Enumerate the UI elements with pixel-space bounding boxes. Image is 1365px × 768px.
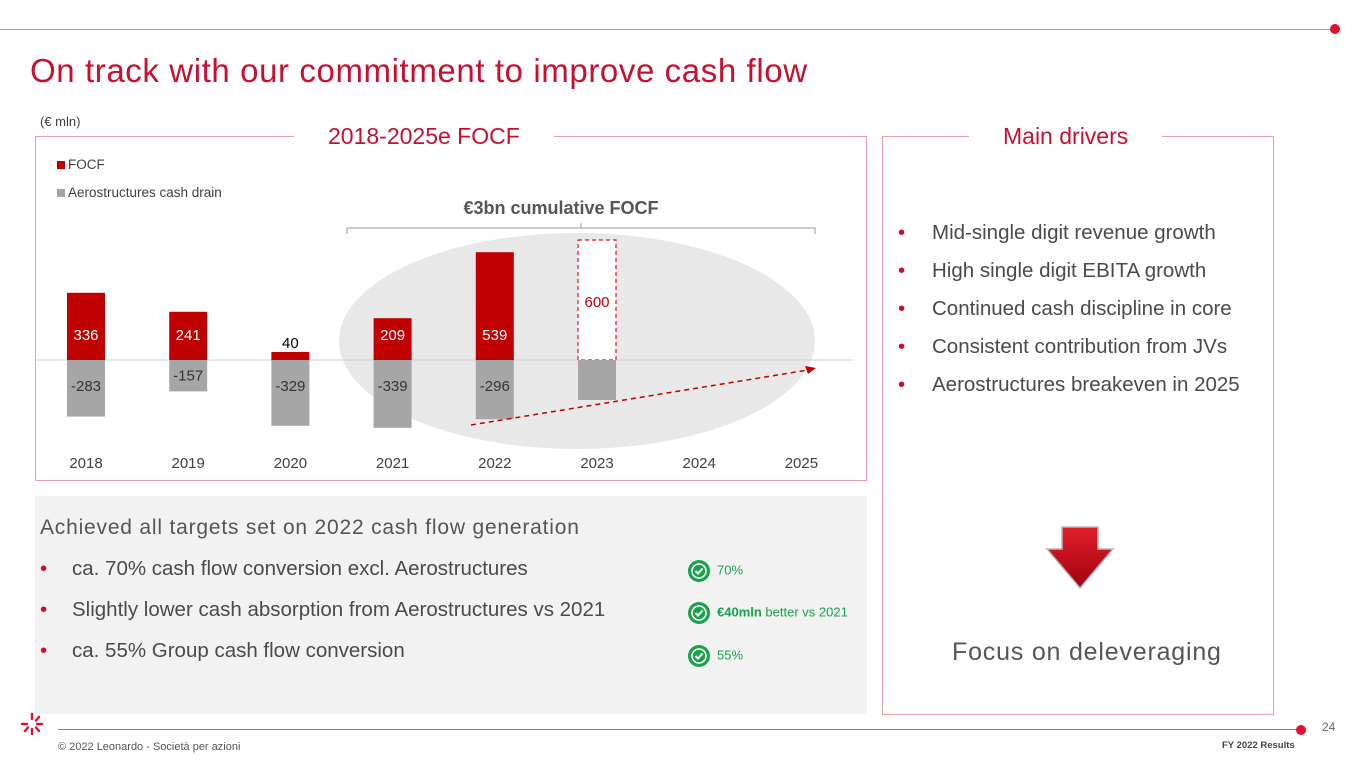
cumulative-bracket: [346, 223, 816, 234]
bar-aerostructures: [271, 360, 310, 426]
target-item: ca. 55% Group cash flow conversion: [40, 639, 605, 680]
page-number: 24: [1322, 720, 1336, 734]
footer-divider: [58, 729, 1300, 730]
down-arrow-icon: [1045, 526, 1115, 590]
badge-bold: €40mln: [717, 604, 762, 620]
target-item: Slightly lower cash absorption from Aero…: [40, 598, 605, 639]
conclusion-text: Focus on deleveraging: [952, 638, 1222, 666]
target-badge: €40mln better vs 2021: [687, 601, 848, 625]
x-tick-label: 2018: [69, 455, 102, 472]
data-label-aerostructures: -296: [480, 378, 510, 395]
x-tick-label: 2025: [785, 455, 818, 472]
data-label-aerostructures: -329: [275, 378, 305, 395]
bar-aerostructures: [578, 360, 616, 400]
bar-aerostructures: [373, 360, 412, 428]
x-tick-label: 2023: [580, 455, 613, 472]
page-title: On track with our commitment to improve …: [30, 52, 808, 89]
trend-arrow-head: [805, 366, 816, 374]
bar-focf: [169, 311, 208, 360]
driver-item: High single digit EBITA growth: [898, 258, 1263, 284]
data-label-focf: 209: [380, 327, 405, 344]
target-badge: 55%: [687, 644, 743, 668]
cumulative-annotation: €3bn cumulative FOCF: [463, 198, 658, 218]
bar-focf: [271, 352, 310, 360]
check-badge-icon: [688, 560, 710, 582]
data-label-focf: 241: [176, 327, 201, 344]
data-label-focf: 40: [282, 335, 299, 352]
driver-item: Aerostructures breakeven in 2025: [898, 372, 1263, 398]
targets-list: ca. 70% cash flow conversion excl. Aeros…: [40, 557, 605, 680]
check-badge-icon: [688, 645, 710, 667]
drivers-title: Main drivers: [969, 123, 1163, 150]
badge-text: 70%: [717, 562, 744, 578]
footer-label: FY 2022 Results: [1222, 740, 1295, 751]
x-tick-label: 2022: [478, 455, 511, 472]
badge-text: better vs 2021: [761, 604, 848, 620]
chart-legend: FOCF Aerostructures cash drain: [57, 157, 222, 200]
data-label-focf: 336: [73, 327, 98, 344]
x-tick-label: 2019: [172, 455, 205, 472]
legend-label: Aerostructures cash drain: [68, 185, 222, 200]
footer-dot: [1296, 725, 1306, 735]
data-label-focf: 600: [584, 294, 609, 311]
legend-swatch: [57, 189, 65, 197]
x-axis-ticks: 2018 2019 2020 2021 2022 2023 2024 2025: [69, 455, 818, 472]
legend-swatch: [57, 161, 65, 169]
trend-arrow-line: [470, 369, 809, 426]
leonardo-logo: [20, 712, 44, 736]
bars: 336 -283 241 -157 40 -329 209 -339 539 -296 600: [67, 239, 617, 428]
copyright: © 2022 Leonardo - Società per azioni: [58, 741, 241, 753]
bar-aerostructures: [67, 360, 105, 417]
target-badge: 70%: [687, 559, 743, 583]
drivers-list: Mid-single digit revenue growth High sin…: [898, 220, 1263, 410]
header-divider: [0, 29, 1333, 30]
targets-title: Achieved all targets set on 2022 cash fl…: [40, 516, 580, 539]
legend-label: FOCF: [68, 157, 105, 172]
driver-item: Continued cash discipline in core: [898, 296, 1263, 322]
bar-focf: [67, 292, 105, 360]
bar-aerostructures: [169, 360, 208, 392]
target-item: ca. 70% cash flow conversion excl. Aeros…: [40, 557, 605, 598]
x-tick-label: 2020: [274, 455, 307, 472]
driver-item: Consistent contribution from JVs: [898, 334, 1263, 360]
data-label-focf: 539: [482, 327, 507, 344]
badge-text: 55%: [717, 647, 744, 663]
x-tick-label: 2021: [376, 455, 409, 472]
bar-focf: [373, 318, 412, 360]
bar-aerostructures: [475, 360, 514, 420]
highlight-ellipse: [339, 233, 815, 449]
data-label-aerostructures: -157: [173, 368, 203, 385]
driver-item: Mid-single digit revenue growth: [898, 220, 1263, 246]
x-tick-label: 2024: [683, 455, 716, 472]
bar-focf: [475, 252, 514, 360]
unit-note: (€ mln): [40, 114, 81, 129]
bar-focf-estimate: [577, 239, 617, 361]
header-dot: [1330, 24, 1340, 34]
chart-title: 2018-2025e FOCF: [294, 123, 554, 150]
data-label-aerostructures: -339: [378, 378, 408, 395]
data-label-aerostructures: -283: [71, 378, 101, 395]
check-badge-icon: [688, 602, 710, 624]
